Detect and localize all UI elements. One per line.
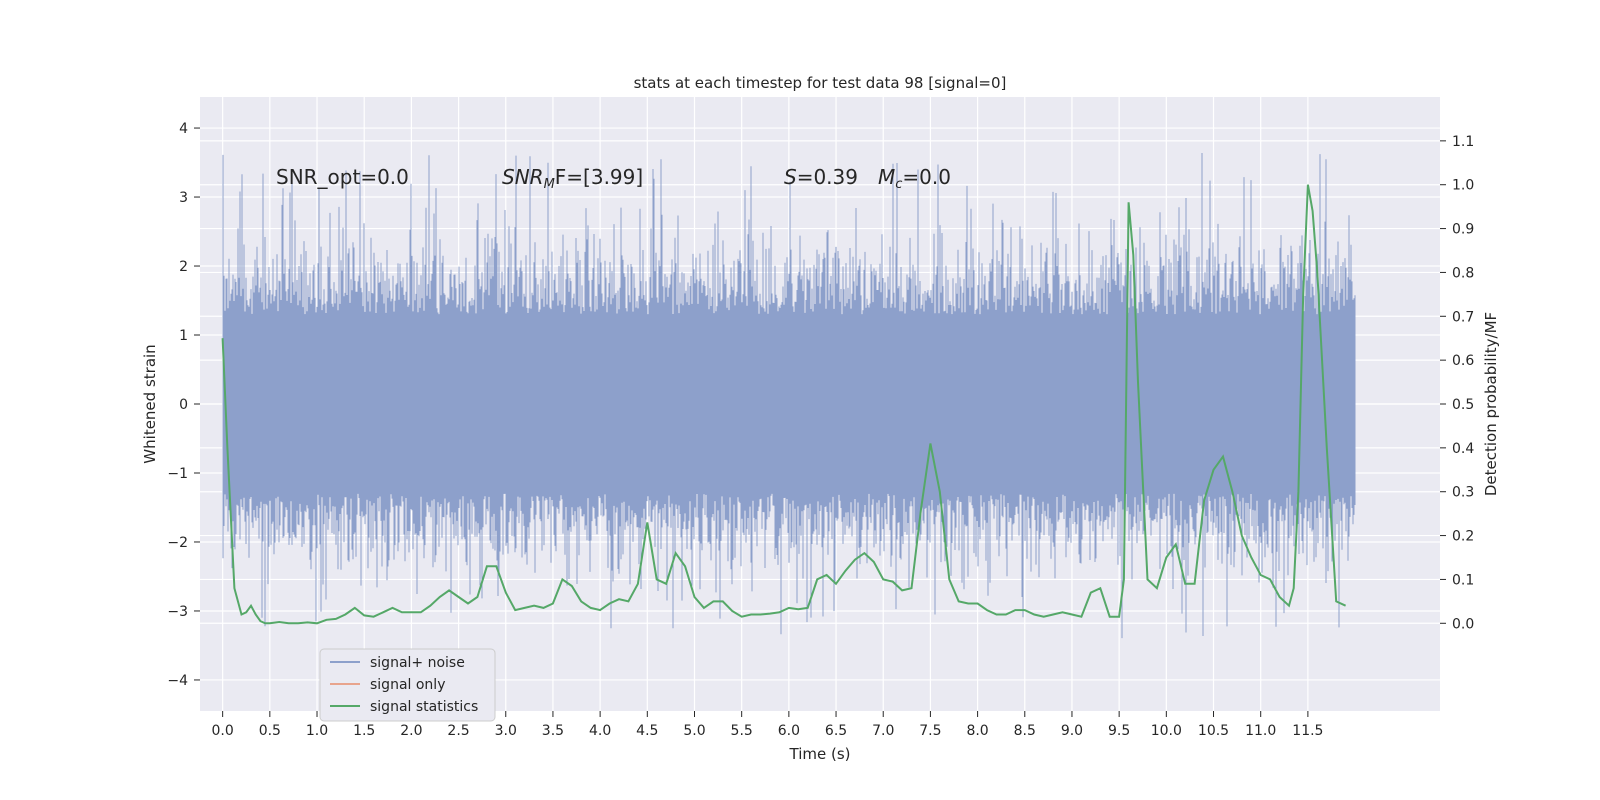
x-tick-label: 1.5 (353, 723, 375, 739)
y-tick-label: −1 (167, 466, 188, 482)
x-tick-label: 5.0 (683, 723, 705, 739)
legend-box (319, 648, 496, 722)
y-right-axis-ticks: 1.1 1.0 0.9 0.8 0.7 0.6 0.5 0.4 0.3 0.2 0.1 0.0 (1440, 134, 1474, 632)
x-tick-label: 4.5 (636, 723, 658, 739)
y-right-tick-label: 0.3 (1452, 485, 1474, 501)
x-tick-label: 4.0 (589, 723, 611, 739)
y-right-tick-label: 0.4 (1452, 441, 1474, 457)
y-axis-ticks: 4 3 2 1 0 −1 −2 −3 −4 (167, 121, 200, 689)
annotation-snr-mf: SNRMF=[3.99] (502, 165, 643, 192)
legend-label-signal-noise: signal+ noise (370, 655, 465, 671)
annotation-mc: Mc=0.0 (878, 165, 951, 192)
x-tick-label: 9.5 (1108, 723, 1130, 739)
x-tick-label: 2.5 (447, 723, 469, 739)
x-tick-label: 8.0 (966, 723, 988, 739)
y-right-tick-label: 0.9 (1452, 222, 1474, 238)
annotation-s-main: S (784, 165, 797, 189)
y-right-tick-label: 0.1 (1452, 572, 1474, 588)
y-right-tick-label: 0.8 (1452, 265, 1474, 281)
y-right-tick-label: 0.6 (1452, 353, 1474, 369)
y-right-tick-label: 1.1 (1452, 134, 1474, 150)
legend-label-signal-statistics: signal statistics (370, 699, 478, 715)
x-tick-label: 5.5 (731, 723, 753, 739)
y-right-tick-label: 0.0 (1452, 616, 1474, 632)
x-tick-label: 10.0 (1151, 723, 1182, 739)
y-tick-label: −4 (167, 673, 188, 689)
x-axis-label: Time (s) (789, 745, 851, 763)
y-tick-label: 1 (179, 328, 188, 344)
y-tick-label: 4 (179, 121, 188, 137)
annotation-mc-main: M (878, 165, 895, 189)
y-right-tick-label: 0.7 (1452, 309, 1474, 325)
x-axis-ticks: 0.0 0.5 1.0 1.5 2.0 2.5 3.0 3.5 4.0 4.5 5.0 5.5 6.0 6… (212, 711, 1323, 739)
y-tick-label: 2 (179, 259, 188, 275)
chart-title: stats at each timestep for test data 98 … (634, 74, 1007, 92)
x-tick-label: 6.0 (778, 723, 800, 739)
x-tick-label: 3.0 (495, 723, 517, 739)
x-tick-label: 3.5 (542, 723, 564, 739)
y-right-axis-label: Detection probability/MF (1482, 312, 1500, 496)
annotation-mc-rest: =0.0 (902, 165, 951, 189)
series-signal-noise (222, 153, 1356, 639)
annotation-snr-mf-sub: M (544, 177, 555, 192)
x-tick-label: 8.5 (1014, 723, 1036, 739)
y-tick-label: −2 (167, 535, 188, 551)
x-tick-label: 0.0 (212, 723, 234, 739)
annotation-s: S=0.39 (784, 165, 858, 189)
x-tick-label: 1.0 (306, 723, 328, 739)
x-tick-label: 0.5 (259, 723, 281, 739)
x-tick-label: 7.0 (872, 723, 894, 739)
annotation-mc-sub: c (895, 177, 902, 192)
annotation-snr-mf-main: SNR (502, 165, 544, 189)
x-tick-label: 9.0 (1061, 723, 1083, 739)
y-tick-label: 0 (179, 397, 188, 413)
legend: signal+ noise signal only signal statist… (319, 648, 496, 722)
legend-label-signal-only: signal only (370, 677, 445, 693)
x-tick-label: 6.5 (825, 723, 847, 739)
x-tick-label: 10.5 (1198, 723, 1229, 739)
series-signal-statistics (221, 184, 1347, 625)
x-tick-label: 11.0 (1245, 723, 1276, 739)
x-tick-label: 7.5 (919, 723, 941, 739)
y-tick-label: −3 (167, 604, 188, 620)
y-right-tick-label: 1.0 (1452, 178, 1474, 194)
x-tick-label: 2.0 (400, 723, 422, 739)
y-tick-label: 3 (179, 190, 188, 206)
y-right-tick-label: 0.2 (1452, 529, 1474, 545)
annotation-snr-opt: SNR_opt=0.0 (276, 165, 409, 189)
annotation-s-rest: =0.39 (797, 165, 858, 189)
y-right-tick-label: 0.5 (1452, 397, 1474, 413)
x-tick-label: 11.5 (1292, 723, 1323, 739)
y-axis-label: Whitened strain (141, 344, 159, 463)
annotation-snr-mf-rest: F=[3.99] (555, 165, 643, 189)
